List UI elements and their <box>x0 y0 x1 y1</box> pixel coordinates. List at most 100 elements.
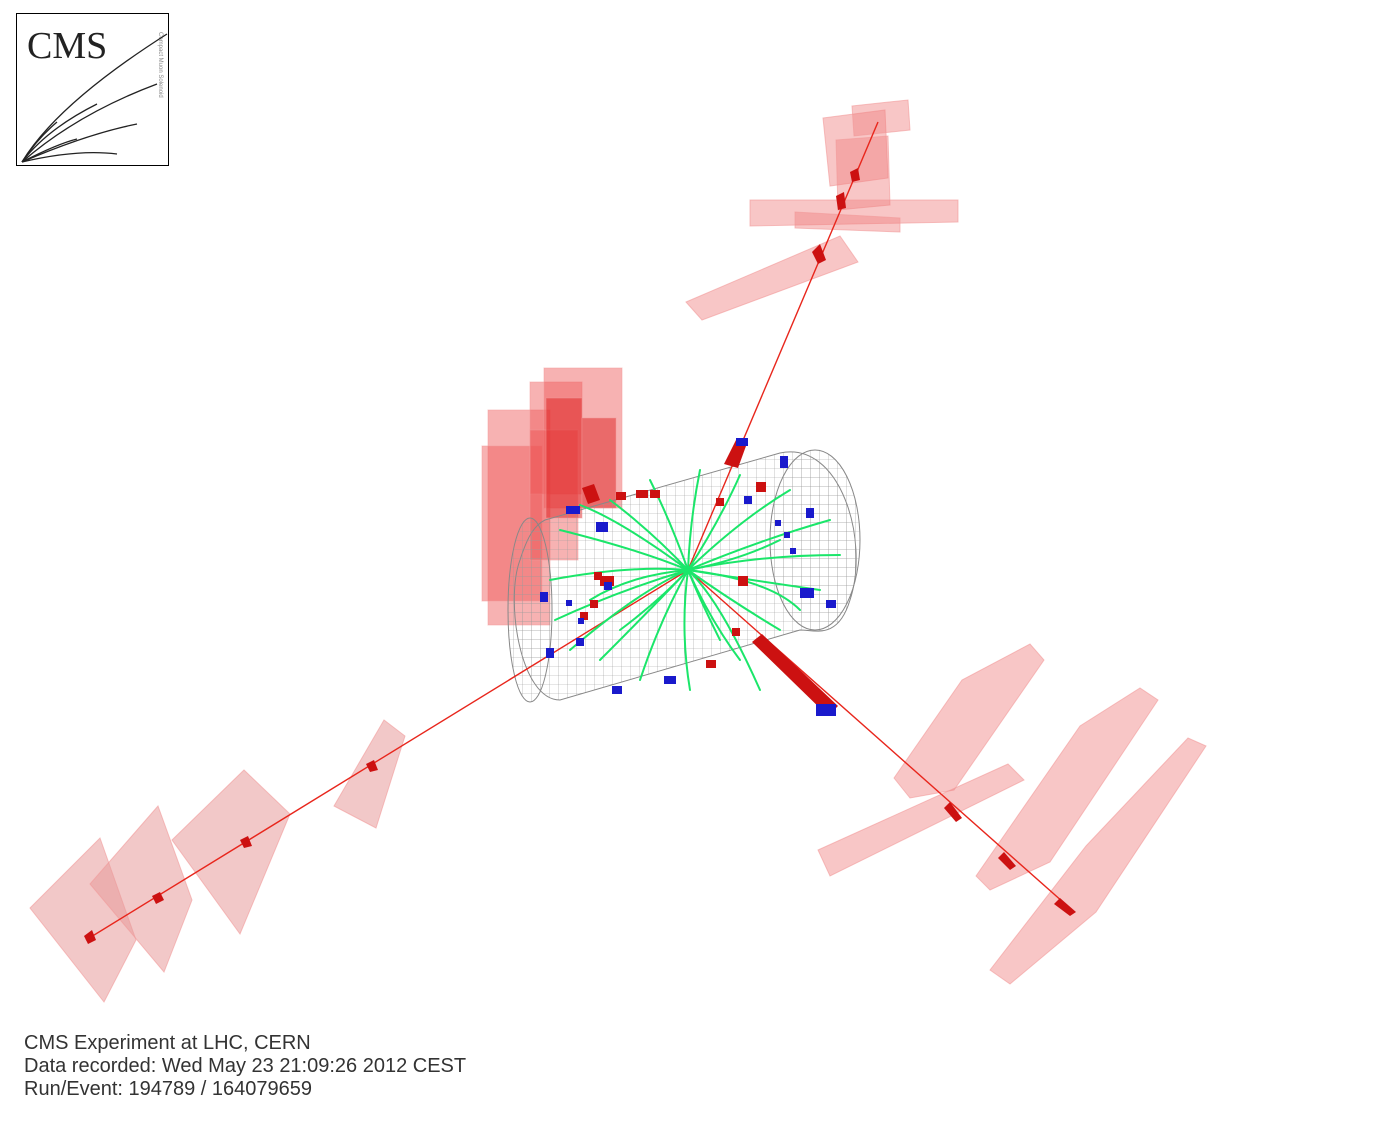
ecal-jet <box>1054 898 1076 916</box>
inner-track <box>579 504 689 571</box>
hcal-deposits <box>540 438 836 716</box>
muon-chamber <box>817 763 1025 877</box>
ecal-deposits <box>84 168 1076 944</box>
muon-chamber <box>794 211 901 233</box>
muon-track <box>687 569 1073 911</box>
ecal-hit <box>716 498 724 506</box>
hcal-hit <box>566 506 580 514</box>
cms-logo: CMS Compact Muon Solenoid <box>16 13 169 166</box>
hcal-hit <box>612 686 622 694</box>
caption-experiment: CMS Experiment at LHC, CERN <box>24 1032 311 1054</box>
ecal-hit <box>580 612 588 620</box>
muon-chambers-right <box>817 643 1207 985</box>
muon-track <box>687 121 879 571</box>
hcal-hit <box>578 618 584 624</box>
tracker-endcap <box>507 517 553 703</box>
ecal-hit <box>738 576 748 586</box>
hcal-hit <box>546 648 554 658</box>
ecal-hit <box>650 490 660 498</box>
ecal-jet <box>944 802 962 822</box>
inner-track <box>683 569 691 691</box>
inner-track <box>649 479 689 571</box>
muon-chamber <box>89 805 193 973</box>
inner-tracks <box>549 469 841 691</box>
muon-tracks <box>85 121 1073 941</box>
hcal-hit <box>816 704 836 716</box>
logo-subtitle: Compact Muon Solenoid <box>157 32 163 98</box>
ecal-hit <box>594 572 602 580</box>
ecal-jet <box>724 440 746 468</box>
inner-track <box>554 569 689 621</box>
ecal-jet <box>812 244 826 264</box>
hcal-hit <box>800 588 814 598</box>
inner-track <box>589 569 689 601</box>
hcal-hit <box>540 592 548 602</box>
muon-chamber <box>975 687 1159 891</box>
hcal-hit <box>806 508 814 518</box>
inner-track <box>559 529 689 571</box>
muon-chamber <box>171 769 291 936</box>
inner-track <box>687 569 801 611</box>
logo-text: CMS <box>27 25 108 67</box>
ecal-hit <box>756 482 766 492</box>
inner-track <box>609 499 689 571</box>
hcal-hit <box>566 600 572 606</box>
inner-track <box>687 489 791 571</box>
ecal-hit <box>636 490 648 498</box>
inner-track <box>687 539 781 571</box>
hcal-hit <box>826 600 836 608</box>
caption-run-event: Run/Event: 194789 / 164079659 <box>24 1078 313 1100</box>
ecal-jet <box>582 484 600 504</box>
tracker-endcap <box>769 449 861 631</box>
ecal-jet <box>240 836 252 848</box>
ecal-jet <box>84 930 96 944</box>
muon-chamber <box>835 135 891 211</box>
inner-track <box>687 519 831 571</box>
ecal-hit <box>600 576 614 586</box>
hcal-hit <box>780 456 788 468</box>
hcal-hit <box>576 638 584 646</box>
hcal-hit <box>784 532 790 538</box>
muon-chamber <box>749 199 959 227</box>
ecal-hit <box>590 600 598 608</box>
ecal-jet <box>366 760 378 772</box>
muon-chamber <box>822 109 889 187</box>
hcal-hit <box>664 676 676 684</box>
ecal-jet <box>752 634 838 716</box>
inner-track <box>549 567 689 581</box>
muon-chamber <box>989 737 1207 985</box>
muon-chambers-top <box>685 99 959 321</box>
inner-track <box>687 469 701 571</box>
ecal-jet <box>998 852 1016 870</box>
inner-track <box>687 569 721 641</box>
ecal-jet <box>152 892 164 904</box>
muon-chamber <box>851 99 911 137</box>
inner-track <box>569 569 689 651</box>
inner-track <box>687 474 741 571</box>
caption-date: Data recorded: Wed May 23 21:09:26 2012 … <box>24 1055 467 1077</box>
hcal-hit <box>736 438 748 446</box>
event-caption: CMS Experiment at LHC, CERN Data recorde… <box>24 1032 466 1101</box>
ecal-hit <box>732 628 740 636</box>
inner-track <box>619 569 689 631</box>
hcal-hit <box>790 548 796 554</box>
inner-track <box>687 569 781 631</box>
ecal-hit <box>706 660 716 668</box>
muon-chamber <box>685 235 859 321</box>
muon-chambers-left <box>29 719 406 1003</box>
inner-track <box>639 569 689 681</box>
ecal-jet <box>850 168 860 182</box>
hcal-hit <box>744 496 752 504</box>
logo-tracks-graphic <box>21 33 168 163</box>
hcal-tower <box>545 397 583 519</box>
muon-track <box>85 569 689 941</box>
ecal-hit <box>616 492 626 500</box>
inner-track <box>687 569 761 691</box>
muon-chamber <box>333 719 406 829</box>
hcal-hit <box>596 522 608 532</box>
ecal-jet <box>836 192 846 210</box>
muon-chamber <box>893 643 1045 799</box>
hcal-hit <box>604 582 612 590</box>
hcal-hit <box>775 520 781 526</box>
